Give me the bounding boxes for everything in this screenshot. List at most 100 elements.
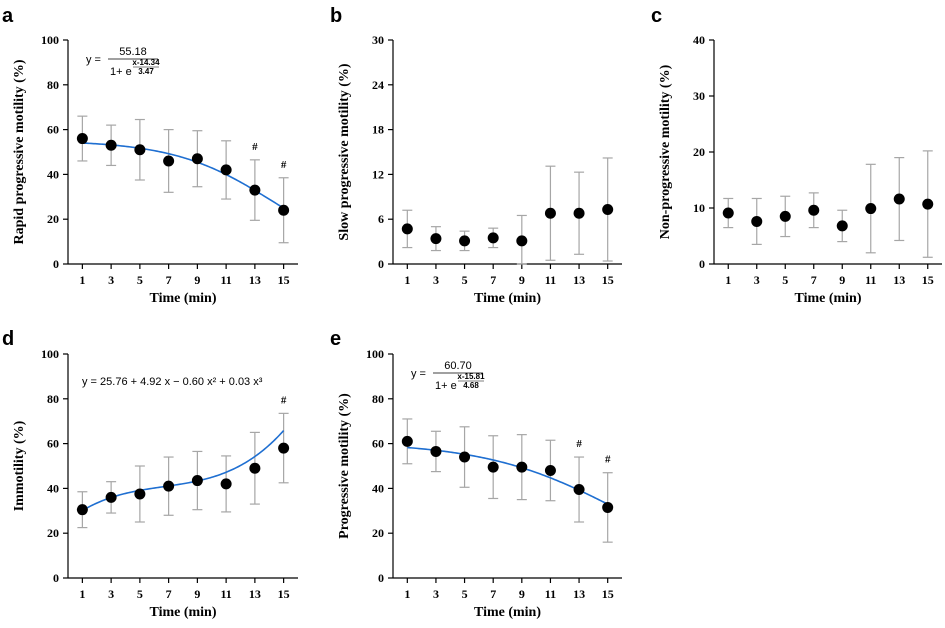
data-point — [922, 198, 934, 210]
y-tick-label: 60 — [47, 123, 59, 137]
x-axis-title: Time (min) — [474, 605, 541, 620]
x-tick-label: 3 — [433, 273, 439, 287]
significance-marker: # — [252, 141, 258, 153]
data-point — [163, 480, 175, 492]
data-point — [516, 235, 528, 247]
y-tick-label: 12 — [372, 167, 384, 181]
x-tick-label: 1 — [404, 273, 410, 287]
equation-denominator: 1+ e — [435, 380, 457, 392]
y-axis-title: Non-progressive motility (%) — [658, 64, 673, 239]
y-tick-label: 100 — [41, 33, 59, 47]
data-point — [602, 203, 614, 215]
x-axis-title: Time (min) — [149, 605, 216, 620]
data-point — [191, 475, 203, 487]
data-point — [76, 133, 88, 145]
x-axis-title: Time (min) — [149, 291, 216, 306]
y-tick-label: 60 — [372, 437, 384, 451]
x-tick-label: 5 — [137, 273, 143, 287]
panel-label: a — [2, 5, 14, 27]
significance-marker: # — [576, 438, 582, 450]
x-tick-label: 7 — [811, 273, 817, 287]
equation-numerator: 60.70 — [444, 360, 472, 372]
data-point — [865, 203, 877, 215]
equation-denominator: 1+ e — [110, 66, 132, 78]
x-tick-label: 13 — [249, 273, 261, 287]
x-tick-label: 13 — [249, 587, 261, 601]
y-axis-title: Rapid progressive motility (%) — [12, 59, 27, 244]
panel-label: d — [2, 328, 14, 350]
x-tick-label: 13 — [893, 273, 905, 287]
panel-label: b — [330, 5, 342, 27]
x-tick-label: 11 — [545, 587, 556, 601]
x-tick-label: 1 — [79, 273, 85, 287]
data-point — [808, 204, 820, 216]
x-tick-label: 5 — [137, 587, 143, 601]
panel-label: e — [330, 328, 341, 350]
x-tick-label: 9 — [839, 273, 845, 287]
significance-marker: # — [281, 159, 287, 171]
data-point — [134, 488, 146, 500]
data-point — [751, 215, 763, 227]
equation-lhs: y = — [411, 368, 426, 380]
data-point — [249, 462, 261, 474]
x-axis-title: Time (min) — [794, 291, 861, 306]
x-tick-label: 1 — [725, 273, 731, 287]
fit-equation: y = 55.18 1+ ex-14.343.47 — [86, 46, 160, 78]
significance-marker: # — [605, 454, 611, 466]
x-tick-label: 3 — [754, 273, 760, 287]
x-tick-label: 9 — [519, 587, 525, 601]
y-tick-label: 20 — [47, 212, 59, 226]
y-tick-label: 80 — [372, 392, 384, 406]
y-tick-label: 40 — [693, 33, 705, 47]
x-tick-label: 13 — [573, 273, 585, 287]
data-point — [105, 139, 117, 151]
data-point — [544, 207, 556, 219]
y-tick-label: 10 — [693, 201, 705, 215]
y-tick-label: 0 — [53, 571, 59, 585]
fit-equation: y = 60.70 1+ ex-15.814.68 — [411, 360, 485, 392]
x-tick-label: 11 — [220, 587, 231, 601]
x-tick-label: 5 — [782, 273, 788, 287]
data-point — [163, 155, 175, 167]
x-tick-label: 13 — [573, 587, 585, 601]
x-tick-label: 11 — [865, 273, 876, 287]
x-tick-label: 11 — [545, 273, 556, 287]
x-tick-label: 11 — [220, 273, 231, 287]
data-point — [401, 435, 413, 447]
data-point — [278, 442, 290, 454]
y-tick-label: 0 — [699, 257, 705, 271]
x-tick-label: 7 — [490, 273, 496, 287]
data-point — [220, 478, 232, 490]
x-tick-label: 3 — [433, 587, 439, 601]
equation-text: y = 25.76 + 4.92 x − 0.60 x² + 0.03 x³ — [82, 376, 263, 388]
y-tick-label: 40 — [47, 167, 59, 181]
x-tick-label: 15 — [602, 273, 614, 287]
x-tick-label: 7 — [490, 587, 496, 601]
data-point — [573, 484, 585, 496]
exponent-numerator: x-14.34 — [132, 58, 160, 67]
x-axis-title: Time (min) — [474, 291, 541, 306]
data-point — [134, 144, 146, 156]
data-point — [722, 207, 734, 219]
x-tick-label: 1 — [404, 587, 410, 601]
data-point — [836, 220, 848, 232]
data-point — [220, 164, 232, 176]
y-tick-label: 30 — [693, 89, 705, 103]
y-tick-label: 20 — [47, 526, 59, 540]
panel-label: c — [651, 5, 662, 27]
data-point — [249, 184, 261, 196]
y-axis-title: Immotility (%) — [12, 420, 27, 511]
data-point — [278, 204, 290, 216]
data-point — [779, 210, 791, 222]
y-tick-label: 40 — [47, 481, 59, 495]
equation-numerator: 55.18 — [119, 46, 147, 58]
x-tick-label: 3 — [108, 587, 114, 601]
x-tick-label: 9 — [194, 587, 200, 601]
y-tick-label: 24 — [372, 78, 384, 92]
y-tick-label: 20 — [693, 145, 705, 159]
data-point — [459, 451, 471, 463]
